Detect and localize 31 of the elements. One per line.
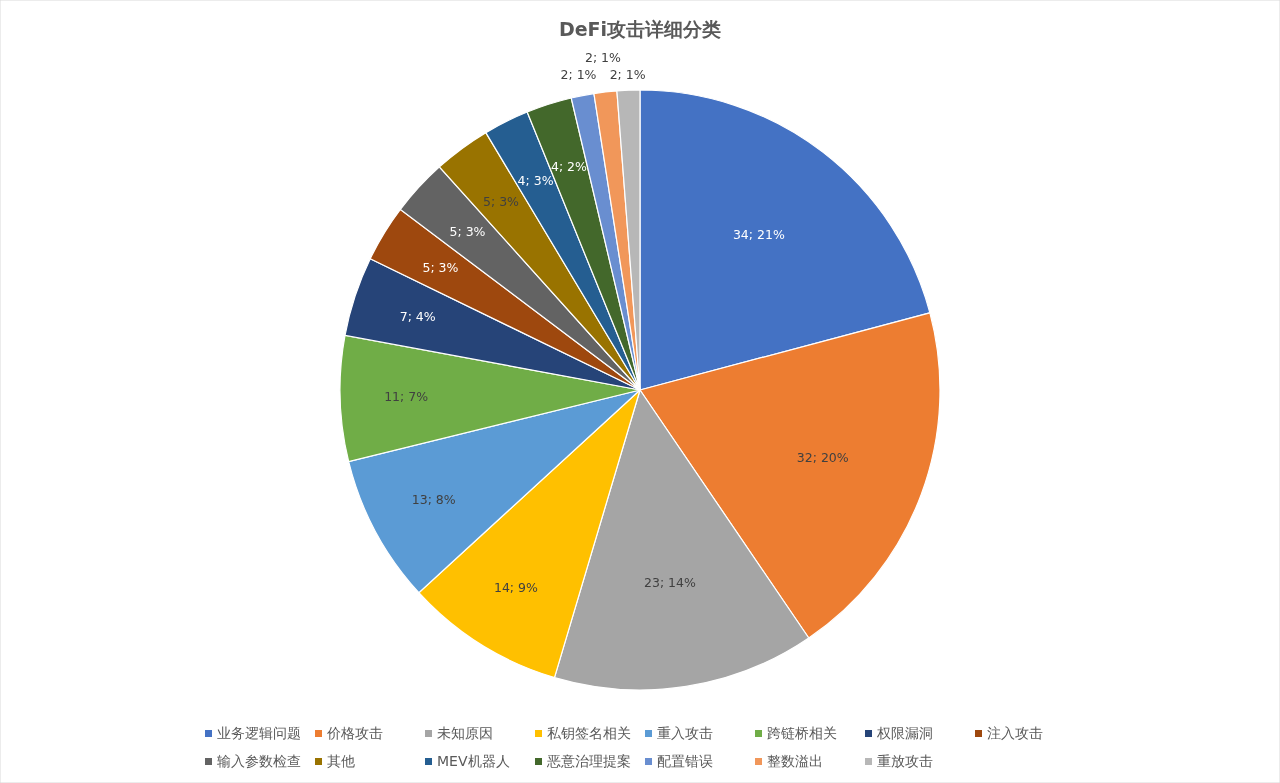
legend-label: 恶意治理提案	[546, 753, 631, 769]
legend-label: MEV机器人	[437, 753, 510, 769]
data-label: 4; 2%	[550, 159, 588, 175]
legend-label: 权限漏洞	[876, 725, 933, 741]
data-label: 2; 1%	[584, 50, 622, 65]
chart-title: DeFi攻击详细分类	[558, 18, 722, 40]
legend-label: 未知原因	[437, 725, 493, 741]
legend-label: 重入攻击	[657, 725, 713, 741]
data-label: 14; 9%	[493, 580, 538, 596]
data-label: 34; 21%	[732, 227, 785, 243]
data-label: 32; 20%	[796, 450, 849, 466]
data-label: 5; 3%	[483, 193, 520, 209]
legend-label: 重放攻击	[877, 753, 933, 769]
legend-label: 输入参数检查	[217, 753, 301, 769]
data-label: 2; 1%	[609, 67, 646, 82]
legend-label: 注入攻击	[987, 725, 1043, 741]
legend-label: 跨链桥相关	[767, 725, 837, 741]
data-label: 11; 7%	[384, 388, 429, 404]
data-label: 7; 4%	[399, 308, 436, 324]
data-label: 13; 8%	[411, 492, 456, 508]
data-label: 23; 14%	[644, 574, 697, 590]
data-label: 5; 3%	[422, 259, 459, 275]
data-label: 2; 1%	[560, 67, 597, 82]
legend-label: 私钥签名相关	[547, 725, 631, 741]
data-label: 4; 3%	[517, 172, 554, 188]
legend-label: 整数溢出	[767, 753, 823, 769]
legend-label: 其他	[327, 753, 355, 769]
legend-label: 配置错误	[657, 753, 713, 769]
legend-label: 业务逻辑问题	[217, 725, 301, 741]
data-label: 5; 3%	[449, 223, 486, 239]
legend-label: 价格攻击	[326, 725, 383, 741]
